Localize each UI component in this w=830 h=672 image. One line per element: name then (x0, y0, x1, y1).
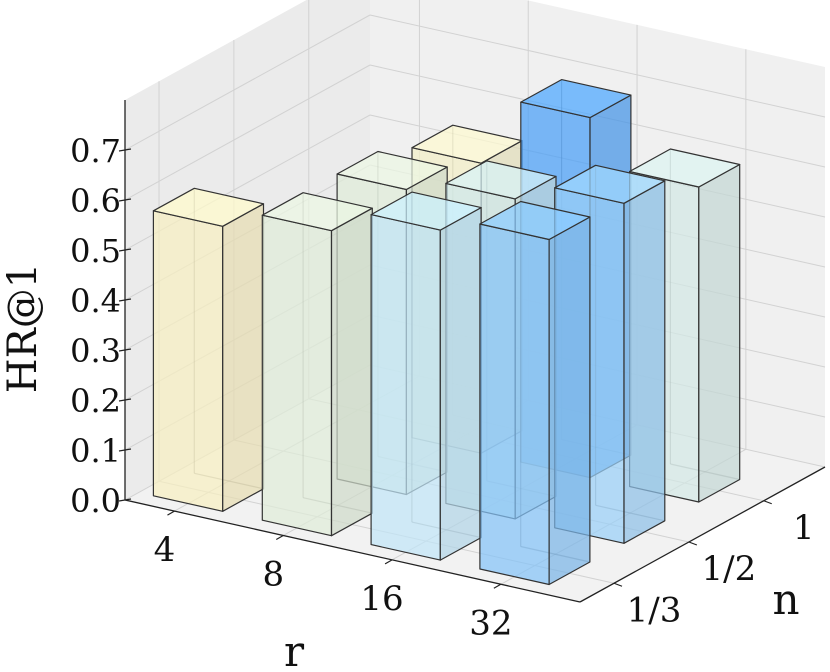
y-axis-title: n (772, 575, 799, 624)
r-tick-mark (384, 559, 393, 565)
n-tick-mark (688, 541, 698, 546)
bar-side-face (330, 207, 373, 537)
r-tick-label: 8 (262, 554, 284, 594)
r-tick-label: 32 (469, 603, 512, 643)
bar-top-face (261, 192, 373, 232)
bar-top-face (336, 150, 448, 191)
n-tick-mark (613, 582, 623, 587)
z-tick-mark (118, 398, 132, 402)
bar-top-face (370, 191, 482, 231)
bar (479, 200, 591, 586)
bar-top-face (554, 164, 666, 204)
grid-line-z-left (124, 14, 371, 151)
r-tick-label: 16 (360, 579, 403, 619)
bar-front-face (152, 210, 224, 512)
axis-lines (118, 100, 826, 603)
r-tick-mark (167, 510, 175, 516)
bar-top-face (520, 78, 632, 119)
bar (370, 191, 482, 561)
bar-side-face (698, 163, 741, 503)
z-tick-label: 0.0 (70, 482, 121, 520)
z-tick-mark (118, 248, 132, 252)
z-tick-label: 0.2 (70, 382, 121, 420)
z-tick-label: 0.4 (70, 282, 121, 320)
n-tick-mark (763, 500, 772, 505)
n-tick-label: 1 (793, 508, 815, 548)
bar-side-face (548, 216, 591, 586)
bar-top-face (152, 187, 265, 227)
z-tick-mark (118, 348, 132, 352)
grid-line-z-left (124, 64, 371, 201)
z-tick-mark (118, 198, 132, 202)
z-tick-label: 0.6 (70, 182, 121, 220)
bar (261, 192, 373, 537)
x-axis-title: r (284, 627, 305, 672)
z-tick-mark (118, 448, 132, 452)
r-tick-mark (275, 534, 284, 540)
bar-top-face (628, 148, 741, 188)
z-tick-mark (118, 148, 132, 152)
r-axis-line (124, 499, 581, 603)
bar-side-face (623, 180, 666, 544)
bars-layer (152, 78, 741, 586)
n-tick-label: 1/3 (627, 590, 682, 630)
z-tick-mark (118, 498, 132, 502)
grid-line-z-back (369, 14, 826, 118)
z-tick-label: 0.3 (70, 332, 121, 370)
n-tick-label: 1/2 (702, 549, 757, 589)
bar-side-face (222, 203, 265, 512)
bar-front-face (370, 214, 441, 561)
r-tick-label: 4 (154, 530, 176, 570)
bar (152, 187, 265, 512)
z-tick-mark (118, 298, 132, 302)
bar-top-face (479, 200, 591, 241)
r-tick-mark (493, 583, 502, 589)
bar-side-face (439, 207, 482, 561)
z-tick-label: 0.5 (70, 232, 121, 270)
z-tick-label: 0.1 (70, 432, 121, 470)
bar-top-face (445, 160, 557, 200)
bar-front-face (479, 223, 550, 586)
z-axis-title: HR@1 (0, 263, 46, 393)
z-tick-label: 0.7 (70, 132, 121, 170)
n-axis-line (579, 466, 826, 603)
bar-front-face (261, 214, 333, 537)
labels-layer: 0.0 0.1 0.2 0.3 0.4 0.5 0.6 0.7 4 8 16 32 1/3 1/2 1 (70, 132, 814, 643)
